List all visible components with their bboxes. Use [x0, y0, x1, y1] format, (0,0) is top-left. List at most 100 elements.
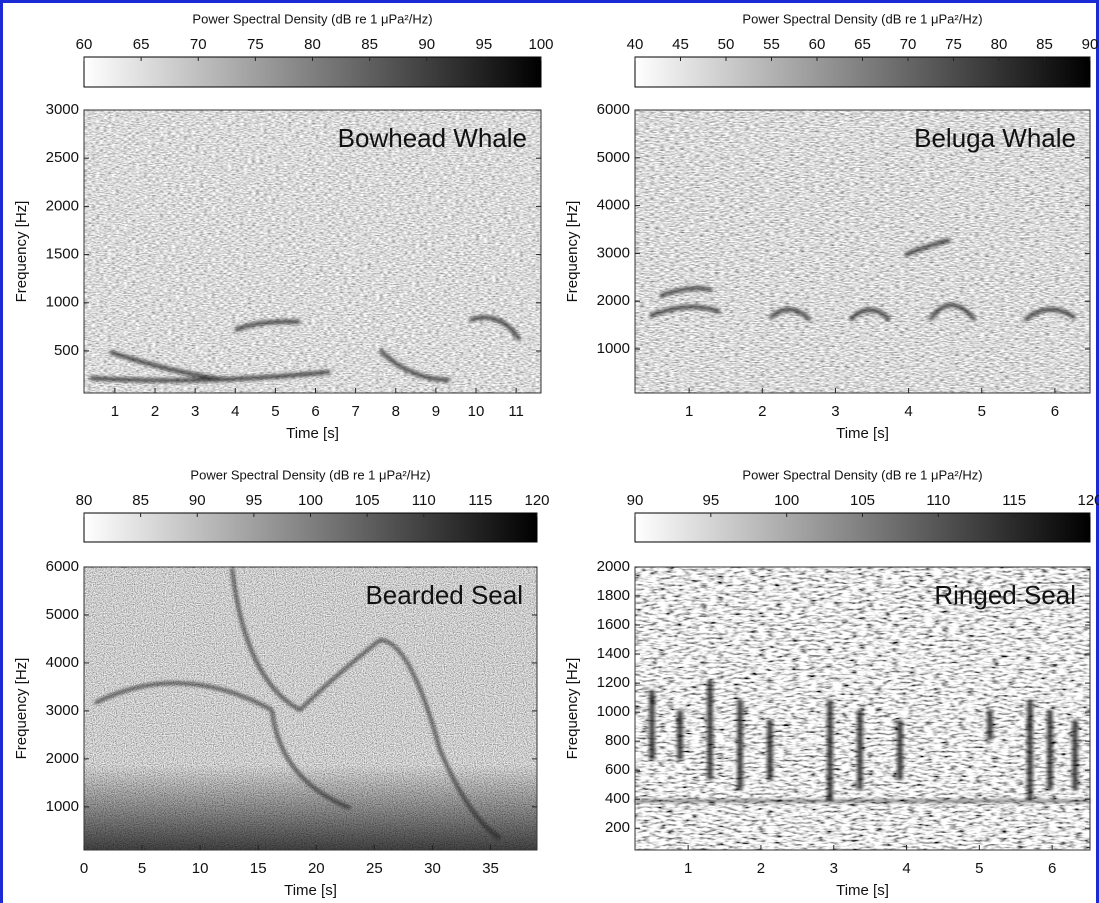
- colorbar-tick-label: 90: [418, 36, 435, 53]
- x-tick-label: 3: [831, 403, 839, 420]
- x-tick-label: 8: [392, 403, 400, 420]
- colorbar-tick-label: 65: [133, 36, 150, 53]
- y-tick-label: 5000: [597, 149, 630, 166]
- colorbar-tick-label: 100: [774, 492, 799, 509]
- colorbar-tick-label: 60: [809, 36, 826, 53]
- colorbar-tick-label: 60: [76, 36, 93, 53]
- y-tick-label: 2000: [46, 750, 79, 767]
- x-axis-label: Time [s]: [284, 882, 337, 899]
- colorbar-tick-label: 95: [246, 492, 263, 509]
- colorbar-tick-label: 75: [247, 36, 264, 53]
- call-traces: [89, 238, 1090, 840]
- x-tick-label: 3: [191, 403, 199, 420]
- y-tick-label: 800: [605, 732, 630, 749]
- x-tick-label: 0: [80, 860, 88, 877]
- colorbar-tick-label: 85: [1036, 36, 1053, 53]
- colorbar-tick-label: 45: [672, 36, 689, 53]
- y-tick-label: 500: [54, 342, 79, 359]
- colorbar-tick-label: 90: [1082, 36, 1099, 53]
- y-tick-label: 4000: [46, 654, 79, 671]
- panel: Power Spectral Density (dB re 1 μPa²/Hz)…: [13, 11, 554, 442]
- low-frequency-noise: [84, 567, 537, 850]
- x-tick-label: 6: [1051, 403, 1059, 420]
- colorbar-tick-label: 80: [76, 492, 93, 509]
- colorbar-tick-label: 80: [991, 36, 1008, 53]
- colorbar-tick-label: 115: [468, 492, 492, 509]
- y-tick-label: 1000: [46, 798, 79, 815]
- panel: Power Spectral Density (dB re 1 μPa²/Hz)…: [564, 467, 1099, 899]
- y-tick-label: 2500: [46, 149, 79, 166]
- x-tick-label: 2: [758, 403, 766, 420]
- x-tick-label: 5: [978, 403, 986, 420]
- plot-frame: [634, 109, 1091, 394]
- colorbar: [634, 512, 1091, 543]
- colorbar-tick-label: 85: [132, 492, 149, 509]
- y-tick-label: 1000: [597, 340, 630, 357]
- panel-title: Beluga Whale: [914, 123, 1076, 153]
- colorbar-tick-label: 95: [702, 492, 719, 509]
- colorbar-label: Power Spectral Density (dB re 1 μPa²/Hz): [742, 11, 982, 26]
- x-tick-label: 9: [432, 403, 440, 420]
- plot-frame: [83, 566, 538, 851]
- colorbar: [83, 512, 538, 543]
- colorbar-tick-label: 70: [900, 36, 917, 53]
- x-tick-label: 7: [351, 403, 359, 420]
- x-tick-label: 20: [308, 860, 325, 877]
- colorbar-tick-label: 70: [190, 36, 207, 53]
- x-tick-label: 4: [902, 860, 910, 877]
- y-tick-label: 200: [605, 819, 630, 836]
- panel-title: Bearded Seal: [365, 580, 523, 610]
- x-tick-label: 2: [757, 860, 765, 877]
- colorbar-tick-label: 100: [528, 36, 553, 53]
- x-tick-label: 4: [231, 403, 239, 420]
- colorbar-tick-label: 105: [850, 492, 875, 509]
- y-tick-label: 2000: [46, 197, 79, 214]
- x-axis-label: Time [s]: [836, 882, 889, 899]
- y-tick-label: 1000: [597, 703, 630, 720]
- y-tick-label: 600: [605, 761, 630, 778]
- x-axis-label: Time [s]: [836, 425, 889, 442]
- x-tick-label: 30: [424, 860, 441, 877]
- y-tick-label: 1800: [597, 587, 630, 604]
- y-axis-label: Frequency [Hz]: [13, 201, 30, 303]
- x-tick-label: 3: [830, 860, 838, 877]
- spectrogram: [84, 110, 541, 393]
- colorbar-tick-label: 110: [926, 492, 950, 509]
- y-tick-label: 6000: [597, 101, 630, 118]
- colorbar-tick-label: 95: [476, 36, 493, 53]
- y-tick-label: 1000: [46, 294, 79, 311]
- x-tick-label: 1: [111, 403, 119, 420]
- colorbar-label: Power Spectral Density (dB re 1 μPa²/Hz): [742, 467, 982, 482]
- y-axis-label: Frequency [Hz]: [13, 658, 30, 760]
- colorbar: [634, 56, 1091, 88]
- y-tick-label: 5000: [46, 606, 79, 623]
- y-tick-label: 1400: [597, 645, 630, 662]
- x-tick-label: 35: [482, 860, 499, 877]
- colorbar-tick-label: 120: [524, 492, 549, 509]
- y-tick-label: 4000: [597, 197, 630, 214]
- colorbar-tick-label: 115: [1002, 492, 1026, 509]
- y-tick-label: 2000: [597, 558, 630, 575]
- y-tick-label: 3000: [597, 244, 630, 261]
- x-tick-label: 5: [975, 860, 983, 877]
- panel-title: Bowhead Whale: [338, 123, 527, 153]
- colorbar-tick-label: 90: [189, 492, 206, 509]
- colorbar-tick-label: 105: [355, 492, 380, 509]
- colorbar-tick-label: 75: [945, 36, 962, 53]
- colorbar-tick-label: 65: [854, 36, 871, 53]
- y-tick-label: 1500: [46, 246, 79, 263]
- x-tick-label: 5: [271, 403, 279, 420]
- y-tick-label: 2000: [597, 292, 630, 309]
- y-axis-label: Frequency [Hz]: [564, 201, 581, 303]
- x-tick-label: 1: [685, 403, 693, 420]
- x-tick-label: 10: [192, 860, 209, 877]
- panel: Power Spectral Density (dB re 1 μPa²/Hz)…: [564, 11, 1098, 442]
- colorbar-tick-label: 110: [412, 492, 436, 509]
- panel-title: Ringed Seal: [934, 580, 1076, 610]
- plot-frame: [634, 566, 1091, 851]
- x-tick-label: 2: [151, 403, 159, 420]
- colorbar-tick-label: 50: [718, 36, 735, 53]
- y-tick-label: 3000: [46, 101, 79, 118]
